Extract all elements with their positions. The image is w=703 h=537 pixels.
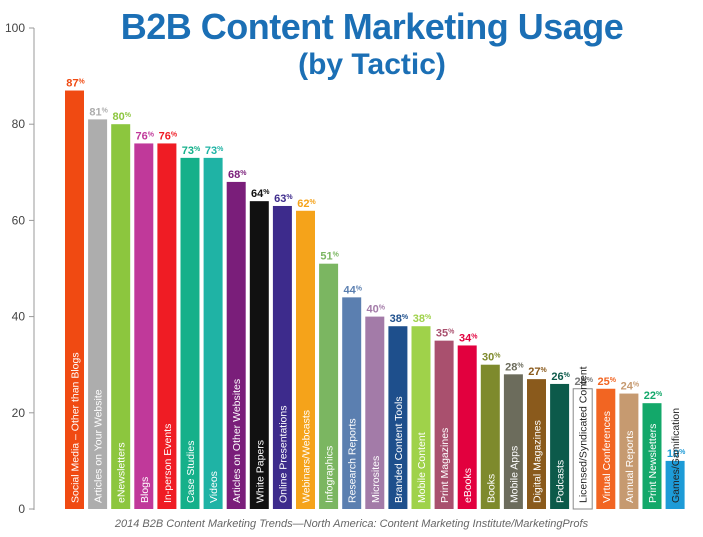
bar	[111, 124, 131, 509]
y-tick-label: 20	[12, 406, 26, 420]
bar	[457, 345, 477, 509]
y-axis: 0 20 40 60 80 100	[5, 21, 35, 516]
bars: 87% Social Media – Other than Blogs 81% Art…	[65, 78, 686, 510]
bar	[319, 263, 339, 509]
category-label: Social Media – Other than Blogs	[70, 352, 82, 503]
bar	[642, 403, 662, 509]
bar	[342, 297, 362, 509]
category-label: In-person Events	[162, 424, 174, 503]
category-label: Virtual Conferences	[601, 411, 613, 503]
data-label: 25%	[574, 376, 593, 388]
y-tick-label: 100	[5, 21, 25, 35]
bar	[550, 383, 570, 509]
bar	[572, 388, 593, 510]
category-label: eBooks	[462, 468, 474, 503]
category-label: Books	[485, 474, 497, 503]
bar	[157, 143, 177, 509]
data-label: 24%	[621, 381, 640, 393]
source-note: 2014 B2B Content Marketing Trends—North …	[114, 518, 589, 530]
category-label: Annual Reports	[624, 431, 636, 503]
category-label: Print Newsletters	[647, 424, 659, 503]
bar	[411, 326, 431, 509]
bar	[365, 316, 385, 509]
data-label: 44%	[343, 284, 362, 296]
bar	[388, 326, 408, 509]
category-label: White Papers	[254, 440, 266, 503]
data-label: 73%	[205, 145, 224, 157]
category-label: Webinars/Webcasts	[301, 410, 313, 503]
category-label: Mobile Apps	[508, 446, 520, 503]
data-label: 76%	[159, 130, 178, 142]
category-label: Podcasts	[555, 460, 567, 503]
data-label: 30%	[482, 352, 501, 364]
y-tick-label: 0	[18, 502, 25, 516]
bar	[296, 210, 315, 509]
bar	[434, 340, 454, 509]
data-label: 81%	[89, 106, 108, 118]
data-label: 76%	[136, 130, 155, 142]
bar	[134, 143, 154, 509]
data-label: 25%	[598, 376, 617, 388]
bar	[203, 157, 223, 509]
category-label: Blogs	[139, 477, 151, 503]
data-label: 34%	[459, 332, 478, 344]
category-label: eNewsletters	[116, 442, 128, 503]
category-label: Online Presentations	[277, 406, 289, 503]
bar	[226, 181, 246, 510]
data-label: 26%	[551, 371, 570, 383]
bar	[619, 393, 639, 509]
category-label: Digital Magazines	[532, 420, 544, 503]
category-label: Research Reports	[347, 418, 359, 503]
data-label: 63%	[274, 193, 293, 205]
category-label: Articles on Your Website	[93, 389, 105, 503]
category-label: Branded Content Tools	[393, 396, 405, 503]
y-tick-label: 40	[12, 310, 26, 324]
category-label: Infographics	[324, 446, 336, 503]
data-label: 27%	[528, 366, 547, 378]
bar	[596, 388, 616, 509]
data-label: 64%	[251, 188, 270, 200]
bar	[88, 119, 108, 509]
y-tick-label: 80	[12, 117, 26, 131]
data-label: 35%	[436, 328, 455, 340]
category-label: Videos	[208, 471, 220, 503]
data-label: 62%	[297, 198, 316, 210]
chart-subtitle: (by Tactic)	[298, 48, 446, 81]
category-label: Case Studies	[185, 441, 197, 503]
bar	[249, 201, 269, 509]
data-label: 87%	[66, 78, 85, 90]
bar	[503, 374, 523, 509]
data-label: 38%	[413, 313, 432, 325]
bar	[480, 364, 500, 509]
bar	[272, 205, 292, 509]
data-label: 51%	[320, 251, 339, 263]
bar	[180, 157, 200, 509]
category-label: Print Magazines	[439, 428, 451, 503]
data-label: 38%	[390, 313, 409, 325]
bar	[527, 379, 546, 509]
y-tick-label: 60	[12, 213, 26, 227]
data-label: 22%	[644, 390, 663, 402]
category-label: Microsites	[370, 456, 382, 503]
data-label: 28%	[505, 361, 524, 373]
data-label: 73%	[182, 145, 201, 157]
category-label: Mobile Content	[416, 432, 428, 503]
bar	[65, 90, 84, 509]
bar	[665, 460, 685, 509]
data-label: 40%	[367, 304, 386, 316]
category-label: Licensed/Syndicated Content	[578, 366, 590, 503]
data-label: 10%	[667, 448, 686, 460]
data-label: 80%	[112, 111, 131, 123]
category-label: Games/Gamification	[670, 408, 682, 503]
category-label: Articles on Other Websites	[231, 379, 243, 503]
chart-title: B2B Content Marketing Usage	[120, 6, 624, 47]
data-label: 68%	[228, 169, 247, 181]
